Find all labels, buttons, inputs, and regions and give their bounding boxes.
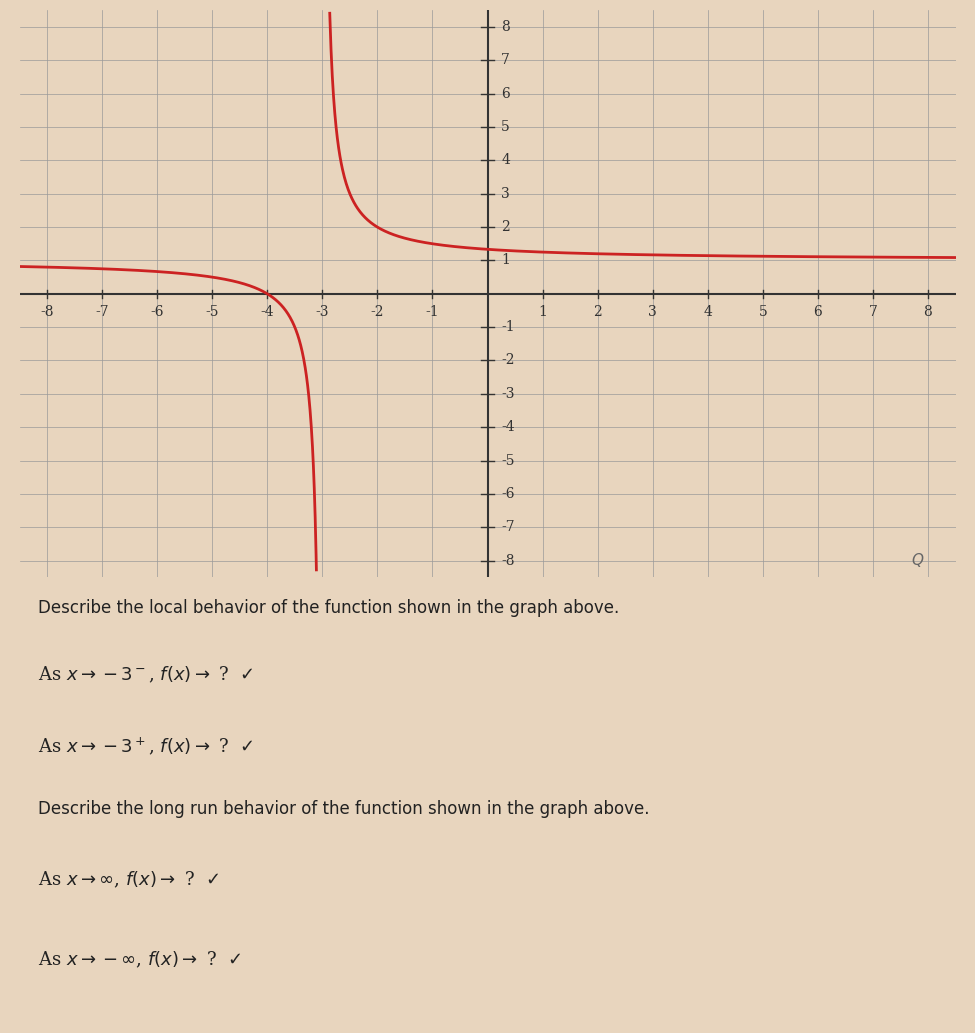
Text: -7: -7 bbox=[501, 521, 515, 534]
Text: -4: -4 bbox=[260, 306, 274, 319]
Text: -5: -5 bbox=[501, 453, 515, 468]
Text: -5: -5 bbox=[206, 306, 219, 319]
Text: -2: -2 bbox=[501, 353, 515, 368]
Text: As $x \to \infty$, $f(x) \to$ ?  $\checkmark$: As $x \to \infty$, $f(x) \to$ ? $\checkm… bbox=[38, 870, 219, 890]
Text: -6: -6 bbox=[501, 487, 515, 501]
Text: 2: 2 bbox=[593, 306, 602, 319]
Text: 8: 8 bbox=[923, 306, 932, 319]
Text: -7: -7 bbox=[96, 306, 109, 319]
Text: Describe the local behavior of the function shown in the graph above.: Describe the local behavior of the funct… bbox=[38, 599, 619, 618]
Text: Q: Q bbox=[911, 553, 923, 568]
Text: -8: -8 bbox=[501, 554, 515, 567]
Text: 1: 1 bbox=[538, 306, 547, 319]
Text: -2: -2 bbox=[370, 306, 384, 319]
Text: 5: 5 bbox=[759, 306, 767, 319]
Text: -1: -1 bbox=[501, 320, 515, 334]
Text: 6: 6 bbox=[813, 306, 822, 319]
Text: -8: -8 bbox=[40, 306, 54, 319]
Text: 7: 7 bbox=[501, 54, 510, 67]
Text: 3: 3 bbox=[501, 187, 510, 200]
Text: 2: 2 bbox=[501, 220, 510, 234]
Text: 7: 7 bbox=[869, 306, 878, 319]
Text: -3: -3 bbox=[316, 306, 330, 319]
Text: -4: -4 bbox=[501, 420, 515, 434]
Text: -3: -3 bbox=[501, 386, 515, 401]
Text: 1: 1 bbox=[501, 253, 510, 268]
Text: 5: 5 bbox=[501, 120, 510, 134]
Text: 3: 3 bbox=[648, 306, 657, 319]
Text: -6: -6 bbox=[150, 306, 164, 319]
Text: 6: 6 bbox=[501, 87, 510, 100]
Text: As $x \to -3^-$, $f(x) \to$ ?  $\checkmark$: As $x \to -3^-$, $f(x) \to$ ? $\checkmar… bbox=[38, 665, 254, 685]
Text: Describe the long run behavior of the function shown in the graph above.: Describe the long run behavior of the fu… bbox=[38, 800, 649, 818]
Text: -1: -1 bbox=[426, 306, 440, 319]
Text: As $x \to -3^+$, $f(x) \to$ ?  $\checkmark$: As $x \to -3^+$, $f(x) \to$ ? $\checkmar… bbox=[38, 735, 254, 757]
Text: 4: 4 bbox=[703, 306, 712, 319]
Text: As $x \to -\infty$, $f(x) \to$ ?  $\checkmark$: As $x \to -\infty$, $f(x) \to$ ? $\check… bbox=[38, 950, 242, 970]
Text: 4: 4 bbox=[501, 153, 510, 167]
Text: 8: 8 bbox=[501, 20, 510, 34]
